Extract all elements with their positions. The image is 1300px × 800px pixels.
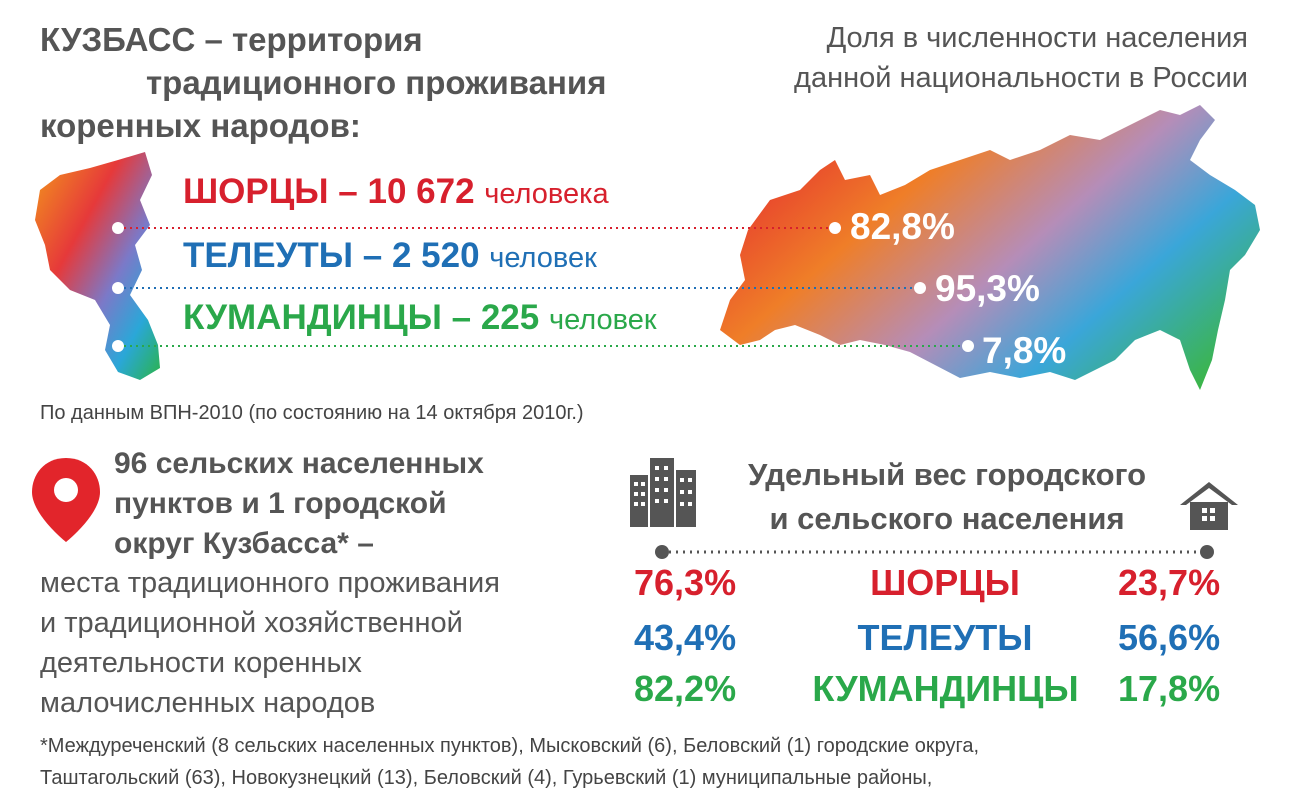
rural-teleuts: 56,6% (1118, 617, 1221, 658)
share-title-line-1: Доля в численности населения (826, 22, 1248, 54)
rural-heading-line-3: округ Кузбасса* – (114, 527, 374, 560)
ratio-heading: Удельный вес городского и сельского насе… (712, 453, 1182, 541)
people-unit: человек (548, 304, 657, 336)
people-name: ТЕЛЕУТЫ – 2 520 (183, 236, 480, 275)
rural-shors: 23,7% (1118, 562, 1221, 603)
location-pin-icon (32, 458, 100, 542)
source-note: По данным ВПН-2010 (по состоянию на 14 о… (40, 402, 584, 424)
people-name: КУМАНДИНЦЫ – 225 (183, 298, 540, 337)
ratio-name-teleuts: ТЕЛЕУТЫ (857, 617, 1033, 658)
ratio-divider (655, 545, 1214, 559)
share-shors: 82,8% (850, 206, 955, 247)
rural-description: места традиционного проживания и традици… (40, 563, 500, 723)
share-title: Доля в численности населения данной наци… (794, 18, 1248, 98)
ratio-name-shors: ШОРЦЫ (870, 562, 1020, 603)
people-row-kumandins: КУМАНДИНЦЫ – 225 человек (183, 298, 657, 338)
rural-heading: 96 сельских населенных пунктов и 1 город… (114, 444, 484, 564)
share-teleuts: 95,3% (935, 268, 1040, 309)
title-line-2: традиционного проживания (146, 64, 607, 101)
share-kumandins: 7,8% (982, 330, 1067, 371)
share-title-line-2: данной национальности в России (794, 62, 1248, 94)
rural-kumandins: 17,8% (1118, 668, 1221, 709)
footnote-line-2: Таштагольский (63), Новокузнецкий (13), … (40, 767, 933, 789)
title-line-3: коренных народов: (40, 107, 361, 144)
people-name: ШОРЦЫ – 10 672 (183, 172, 475, 211)
people-row-shors: ШОРЦЫ – 10 672 человека (183, 172, 609, 212)
people-unit: человек (489, 242, 597, 274)
rural-body-line-2: и традиционной хозяйственной (40, 607, 463, 639)
footnote-line-1: *Междуреченский (8 сельских населенных п… (40, 735, 980, 757)
russia-map (720, 105, 1260, 390)
people-row-teleuts: ТЕЛЕУТЫ – 2 520 человек (183, 236, 597, 276)
rural-body-line-3: деятельности коренных (40, 647, 362, 679)
rural-heading-line-2: пунктов и 1 городской (114, 487, 447, 520)
title-line-1: КУЗБАСС – территория (40, 21, 423, 58)
connector-lines (118, 227, 968, 347)
rural-heading-line-1: 96 сельских населенных (114, 447, 484, 480)
rural-body-line-4: малочисленных народов (40, 687, 376, 719)
urban-teleuts: 43,4% (634, 617, 737, 658)
kuzbass-map (35, 152, 160, 380)
urban-shors: 76,3% (634, 562, 737, 603)
ratio-name-kumandins: КУМАНДИНЦЫ (812, 668, 1079, 709)
ratio-heading-line-2: и сельского населения (769, 501, 1125, 536)
ratio-heading-line-1: Удельный вес городского (747, 457, 1147, 492)
urban-kumandins: 82,2% (634, 668, 737, 709)
house-icon (1180, 482, 1238, 530)
city-buildings-icon (630, 458, 696, 527)
rural-body-line-1: места традиционного проживания (40, 567, 500, 599)
people-unit: человека (484, 178, 609, 210)
footnote: *Междуреченский (8 сельских населенных п… (40, 730, 1260, 794)
connector-dots (112, 222, 974, 352)
page-title: КУЗБАСС – территория традиционного прожи… (40, 18, 606, 147)
